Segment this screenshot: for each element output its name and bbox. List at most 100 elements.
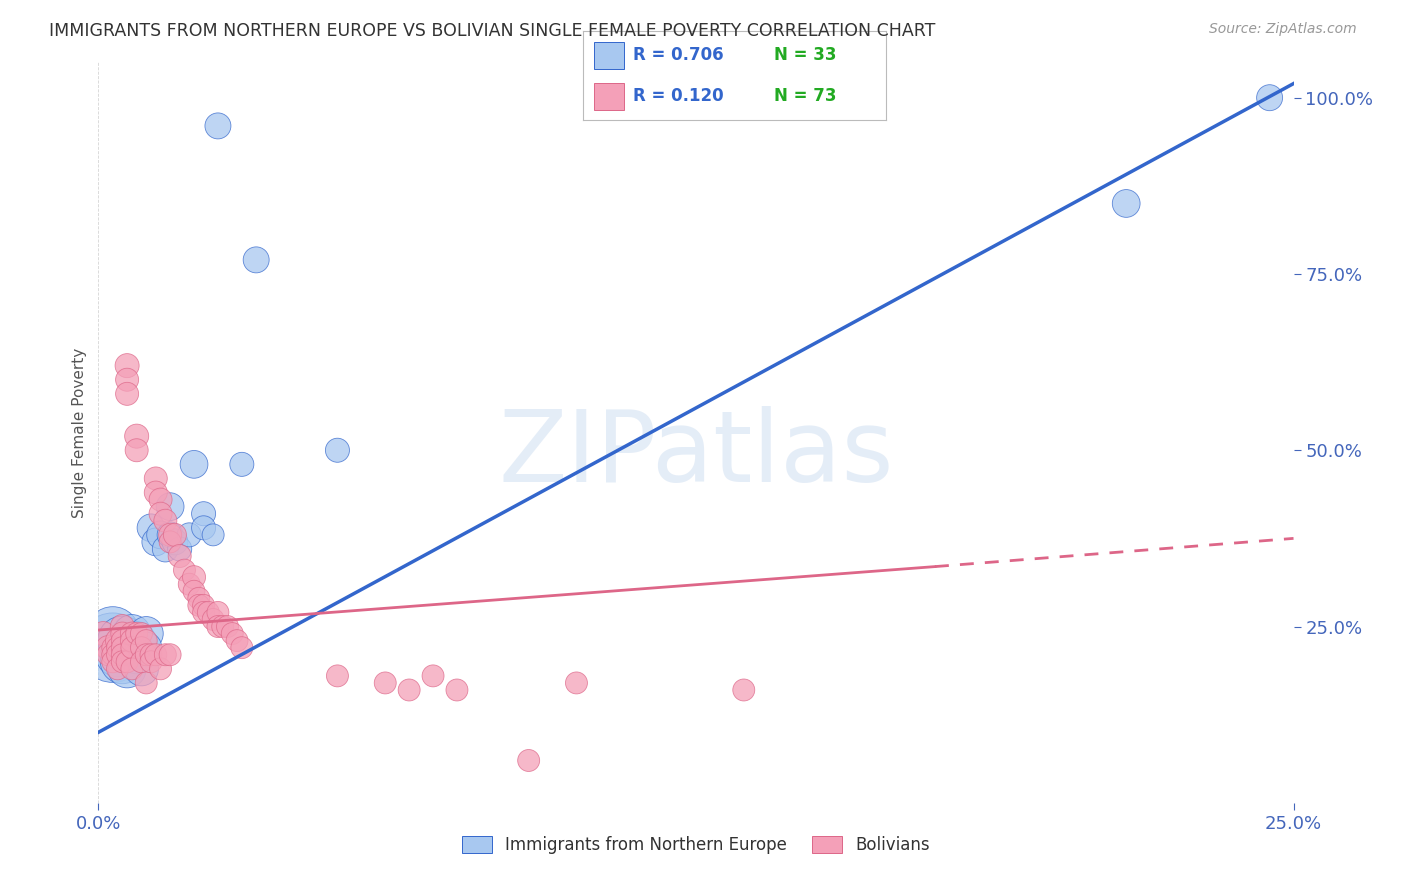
Point	[111, 619, 134, 633]
Point	[245, 252, 267, 267]
Point	[149, 492, 172, 507]
Point	[326, 669, 349, 683]
Point	[115, 662, 138, 676]
Text: R = 0.120: R = 0.120	[633, 87, 724, 105]
Point	[193, 521, 215, 535]
Point	[131, 640, 153, 655]
Point	[163, 528, 186, 542]
Point	[202, 612, 225, 626]
Point	[111, 633, 134, 648]
Point	[183, 458, 205, 472]
Point	[111, 655, 134, 669]
Point	[139, 521, 162, 535]
Point	[125, 648, 148, 662]
Point	[155, 541, 177, 556]
Point	[101, 640, 124, 655]
Point	[135, 648, 157, 662]
Point	[159, 648, 181, 662]
Point	[135, 676, 157, 690]
Point	[159, 528, 181, 542]
Point	[111, 648, 134, 662]
Point	[115, 373, 138, 387]
Point	[149, 662, 172, 676]
Point	[145, 535, 167, 549]
Text: ZIPatlas: ZIPatlas	[498, 407, 894, 503]
Text: R = 0.706: R = 0.706	[633, 46, 724, 64]
Point	[107, 640, 129, 655]
Point	[221, 626, 243, 640]
Point	[97, 640, 120, 655]
Point	[107, 648, 129, 662]
Point	[139, 655, 162, 669]
Point	[179, 528, 201, 542]
Point	[115, 387, 138, 401]
Point	[211, 619, 233, 633]
Point	[193, 599, 215, 613]
Point	[111, 626, 134, 640]
Point	[121, 626, 143, 640]
Point	[187, 591, 209, 606]
Point	[131, 626, 153, 640]
Point	[446, 683, 468, 698]
Point	[169, 549, 191, 563]
Point	[107, 633, 129, 648]
Point	[183, 570, 205, 584]
Point	[121, 662, 143, 676]
Point	[115, 359, 138, 373]
Point	[398, 683, 420, 698]
Point	[135, 640, 157, 655]
Point	[207, 119, 229, 133]
Point	[565, 676, 588, 690]
Point	[163, 535, 186, 549]
Point	[101, 640, 124, 655]
Point	[187, 599, 209, 613]
Point	[193, 606, 215, 620]
Point	[135, 633, 157, 648]
Point	[125, 633, 148, 648]
Point	[115, 640, 138, 655]
Point	[326, 443, 349, 458]
Point	[145, 485, 167, 500]
Point	[733, 683, 755, 698]
Point	[121, 640, 143, 655]
Point	[202, 528, 225, 542]
Point	[155, 514, 177, 528]
Point	[422, 669, 444, 683]
Point	[97, 648, 120, 662]
Point	[115, 655, 138, 669]
Text: IMMIGRANTS FROM NORTHERN EUROPE VS BOLIVIAN SINGLE FEMALE POVERTY CORRELATION CH: IMMIGRANTS FROM NORTHERN EUROPE VS BOLIV…	[49, 22, 935, 40]
Text: N = 33: N = 33	[773, 46, 837, 64]
Point	[121, 633, 143, 648]
Point	[131, 662, 153, 676]
Point	[1115, 196, 1137, 211]
Point	[149, 528, 172, 542]
Point	[374, 676, 396, 690]
Point	[91, 626, 114, 640]
Point	[169, 541, 191, 556]
Point	[125, 626, 148, 640]
Point	[149, 507, 172, 521]
Point	[217, 619, 239, 633]
Point	[207, 619, 229, 633]
Point	[159, 528, 181, 542]
Bar	[595, 83, 624, 110]
Point	[231, 640, 253, 655]
Point	[159, 535, 181, 549]
Legend: Immigrants from Northern Europe, Bolivians: Immigrants from Northern Europe, Bolivia…	[456, 830, 936, 861]
Y-axis label: Single Female Poverty: Single Female Poverty	[72, 348, 87, 517]
Point	[145, 648, 167, 662]
Point	[101, 655, 124, 669]
Point	[121, 640, 143, 655]
Point	[207, 606, 229, 620]
Point	[1258, 91, 1281, 105]
Point	[111, 640, 134, 655]
Point	[159, 500, 181, 514]
Point	[101, 648, 124, 662]
Point	[179, 577, 201, 591]
Point	[139, 648, 162, 662]
Point	[145, 471, 167, 485]
Bar	[595, 42, 624, 69]
Point	[107, 648, 129, 662]
Point	[193, 507, 215, 521]
Point	[121, 626, 143, 640]
